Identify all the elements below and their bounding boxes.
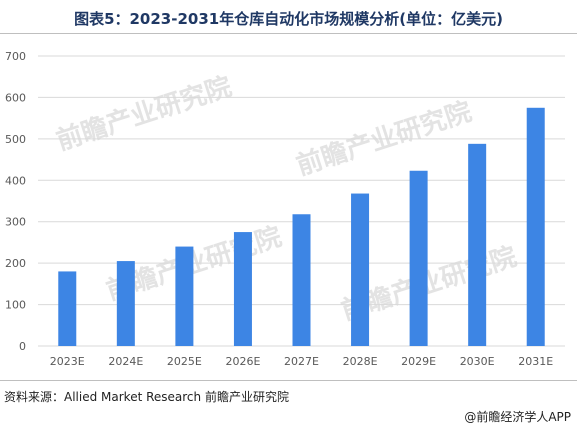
chart-title: 图表5：2023-2031年仓库自动化市场规模分析(单位：亿美元): [74, 10, 503, 28]
x-tick-label: 2025E: [167, 355, 202, 368]
bars: [58, 107, 545, 347]
bar-2023E: [58, 271, 77, 346]
y-tick-label: 300: [5, 216, 26, 229]
y-axis-ticks: 0 100 200 300 400 500 600 700: [5, 50, 26, 353]
top-rule: [0, 33, 577, 34]
watermark-0: 前瞻产业研究院: [53, 71, 236, 157]
x-tick-label: 2028E: [343, 355, 378, 368]
bar-2030E: [468, 143, 487, 346]
y-tick-label: 100: [5, 299, 26, 312]
x-tick-label: 2026E: [225, 355, 260, 368]
x-axis-ticks: 2023E 2024E 2025E 2026E 2027E 2028E 2029E 2030E…: [50, 355, 553, 368]
bar-2025E: [175, 246, 194, 346]
y-tick-label: 0: [19, 340, 26, 353]
bar-2024E: [116, 261, 135, 346]
x-tick-label: 2030E: [460, 355, 495, 368]
bottom-rule: [0, 380, 577, 381]
credit-note: @前瞻经济学人APP: [464, 410, 571, 424]
x-tick-label: 2024E: [108, 355, 143, 368]
y-tick-label: 500: [5, 133, 26, 146]
bar-2027E: [292, 214, 311, 346]
bar-2031E: [526, 107, 545, 347]
y-tick-label: 700: [5, 50, 26, 63]
x-tick-label: 2031E: [518, 355, 553, 368]
y-tick-label: 400: [5, 174, 26, 187]
y-tick-label: 600: [5, 91, 26, 104]
x-tick-label: 2023E: [50, 355, 85, 368]
source-note: 资料来源：Allied Market Research 前瞻产业研究院: [4, 390, 289, 404]
x-tick-label: 2027E: [284, 355, 319, 368]
bar-2028E: [351, 193, 370, 346]
bar-2026E: [233, 232, 252, 346]
bar-2029E: [409, 170, 428, 346]
y-tick-label: 200: [5, 257, 26, 270]
x-tick-label: 2029E: [401, 355, 436, 368]
